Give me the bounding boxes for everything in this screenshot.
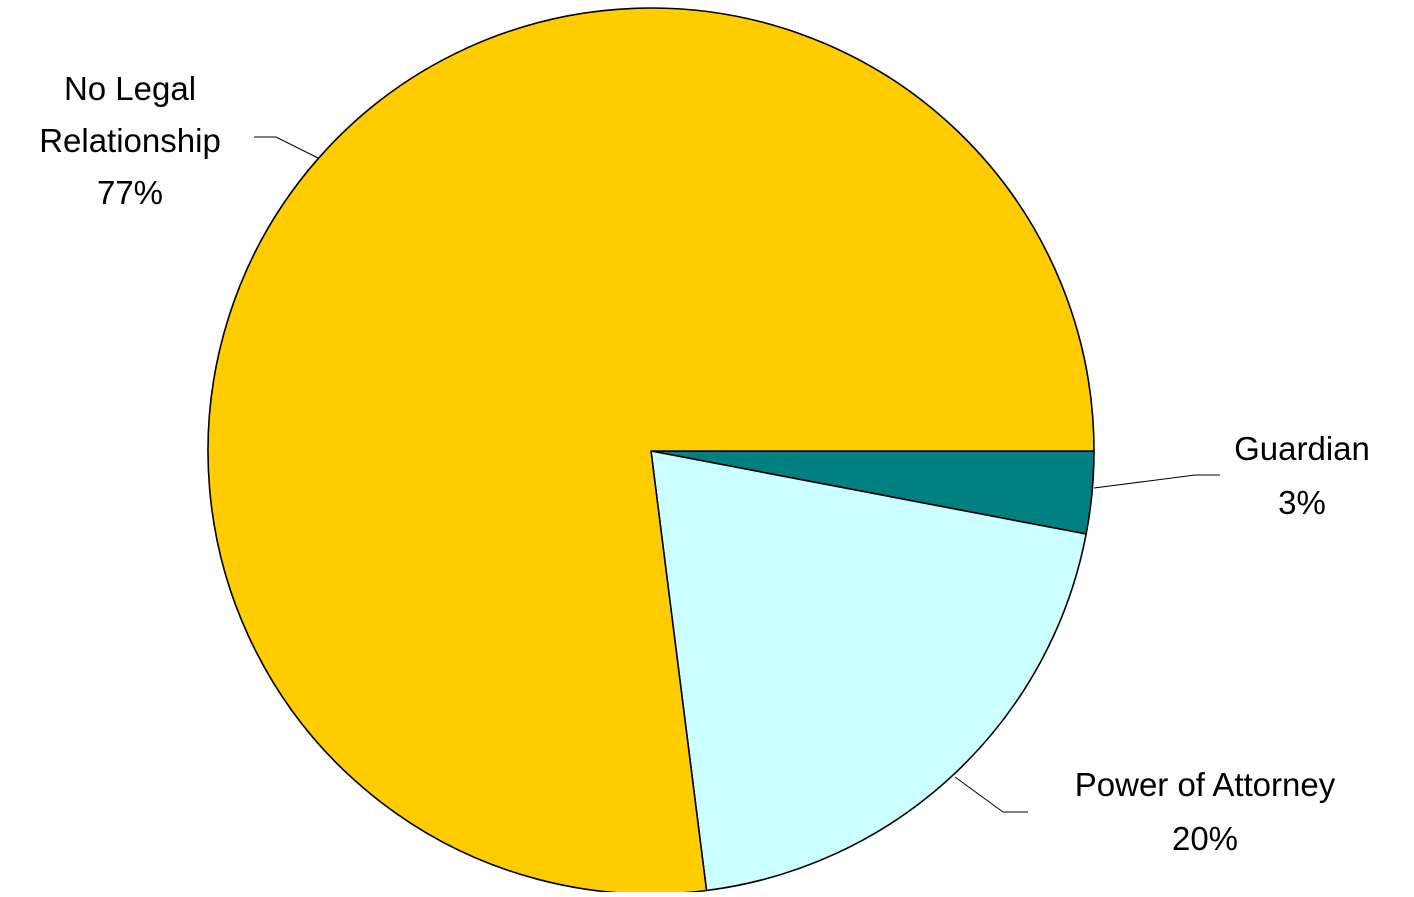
pie-slice-no-legal-relationship	[207, 7, 1095, 895]
slice-percent-guardian: 3%	[1278, 484, 1326, 521]
slice-label-no-legal-relationship: No Legal	[64, 70, 196, 107]
leader-lines-layer	[254, 136, 1220, 813]
slices-layer	[207, 7, 1095, 895]
labels-layer: Guardian 3% Power of Attorney 20% No Legal Re…	[39, 70, 1370, 857]
leader-line-no-legal-relationship	[254, 136, 319, 159]
slice-percent-no-legal-relationship: 77%	[97, 174, 163, 211]
slice-label-no-legal-relationship: Relationship	[39, 122, 221, 159]
leader-line-power-of-attorney	[954, 776, 1028, 813]
slice-label-power-of-attorney: Power of Attorney	[1075, 766, 1336, 803]
slice-label-guardian: Guardian	[1234, 430, 1370, 467]
leader-line-guardian	[1093, 474, 1220, 489]
slice-percent-power-of-attorney: 20%	[1172, 820, 1238, 857]
pie-slice-power-of-attorney	[650, 450, 1087, 892]
